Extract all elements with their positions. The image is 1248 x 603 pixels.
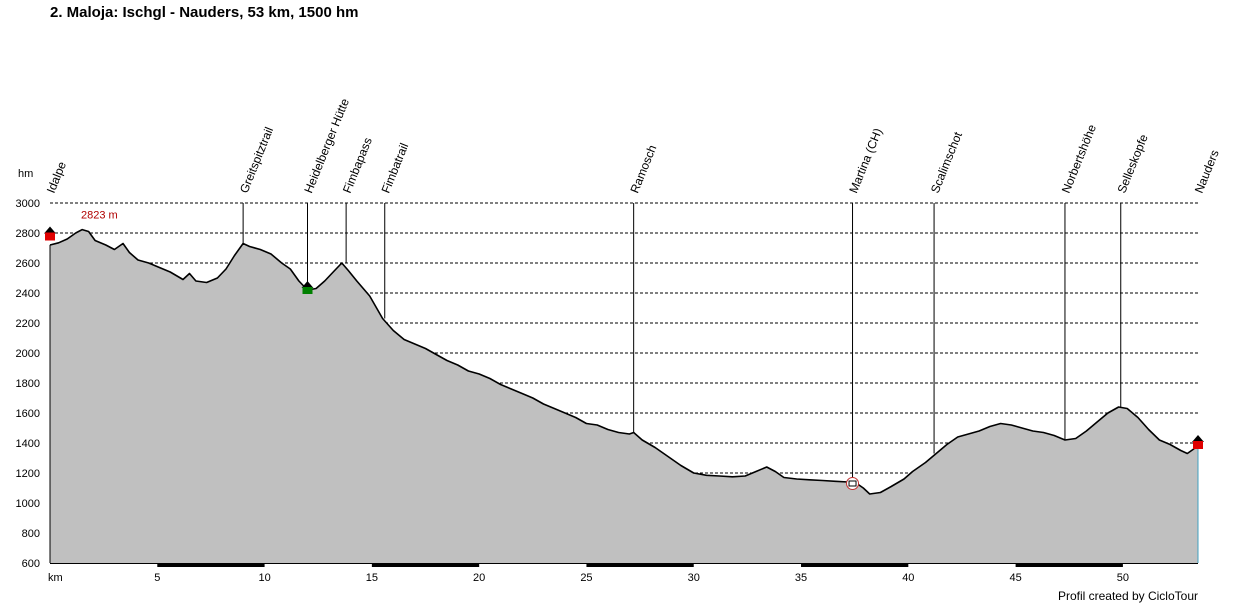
y-axis-unit-label: hm bbox=[18, 168, 33, 180]
x-tick-label: 5 bbox=[154, 572, 160, 584]
y-tick-label: 2000 bbox=[16, 348, 40, 360]
y-tick-label: 1200 bbox=[16, 468, 40, 480]
house-roof-icon bbox=[1192, 435, 1204, 442]
axis-scale-segment bbox=[371, 563, 480, 567]
house-roof-icon bbox=[44, 226, 56, 234]
axis-scale-segment bbox=[801, 563, 909, 567]
waypoint-label: Fimbatrail bbox=[379, 141, 412, 195]
axis-layer: 600 800 1000 1200 1400 1600 1800 2000 2200 2400 26… bbox=[16, 198, 1198, 584]
waypoint-label: Ramosch bbox=[627, 143, 659, 195]
x-tick-label: 10 bbox=[258, 572, 270, 584]
x-tick-label: 35 bbox=[795, 572, 807, 584]
x-tick-label: 45 bbox=[1009, 572, 1021, 584]
y-tick-label: 1800 bbox=[16, 378, 40, 390]
y-tick-label: 800 bbox=[22, 528, 40, 540]
waypoint-label: Fimbapass bbox=[340, 135, 375, 195]
profile-area-layer bbox=[49, 228, 1199, 563]
town-building-icon bbox=[848, 480, 857, 487]
x-tick-label: 25 bbox=[580, 572, 592, 584]
x-axis-unit-label: km bbox=[48, 572, 63, 584]
house-marker-icon bbox=[1193, 441, 1203, 449]
waypoint-label: Selleskopfe bbox=[1115, 132, 1151, 195]
waypoint-label: Scalimschot bbox=[928, 129, 965, 195]
waypoint-label: Greitspitztrail bbox=[237, 125, 276, 195]
y-tick-label: 2200 bbox=[16, 318, 40, 330]
chart-title: 2. Maloja: Ischgl - Nauders, 53 km, 1500… bbox=[50, 4, 359, 21]
credit-footer: Profil created by CicloTour bbox=[1057, 589, 1198, 603]
x-tick-label: 30 bbox=[688, 572, 700, 584]
house-marker-icon bbox=[45, 232, 55, 241]
y-tick-label: 1600 bbox=[16, 408, 40, 420]
waypoint-label: Martina (CH) bbox=[846, 126, 885, 195]
y-tick-label: 2800 bbox=[16, 228, 40, 240]
waypoint-label: Nauders bbox=[1192, 148, 1222, 195]
axis-scale-segment bbox=[1015, 563, 1123, 567]
waypoint-label: Norbertshöhe bbox=[1059, 122, 1099, 195]
axis-scale-segment bbox=[157, 563, 265, 567]
axis-scale-segment bbox=[586, 563, 694, 567]
y-tick-label: 1400 bbox=[16, 438, 40, 450]
y-tick-label: 2400 bbox=[16, 288, 40, 300]
y-tick-label: 3000 bbox=[16, 198, 40, 210]
x-tick-label: 20 bbox=[473, 572, 485, 584]
y-tick-label: 2600 bbox=[16, 258, 40, 270]
hut-marker-icon bbox=[302, 287, 313, 294]
profile-line bbox=[49, 228, 1199, 495]
town-marker-icon bbox=[846, 477, 860, 490]
waypoint-label: Idalpe bbox=[44, 159, 69, 195]
max-elevation-label: 2823 m bbox=[81, 210, 118, 222]
profile-area bbox=[50, 229, 1198, 563]
x-tick-label: 50 bbox=[1117, 572, 1129, 584]
y-tick-label: 600 bbox=[22, 558, 40, 570]
y-tick-label: 1000 bbox=[16, 498, 40, 510]
x-tick-label: 40 bbox=[902, 572, 914, 584]
hut-roof-icon bbox=[301, 281, 314, 288]
x-tick-label: 15 bbox=[366, 572, 378, 584]
